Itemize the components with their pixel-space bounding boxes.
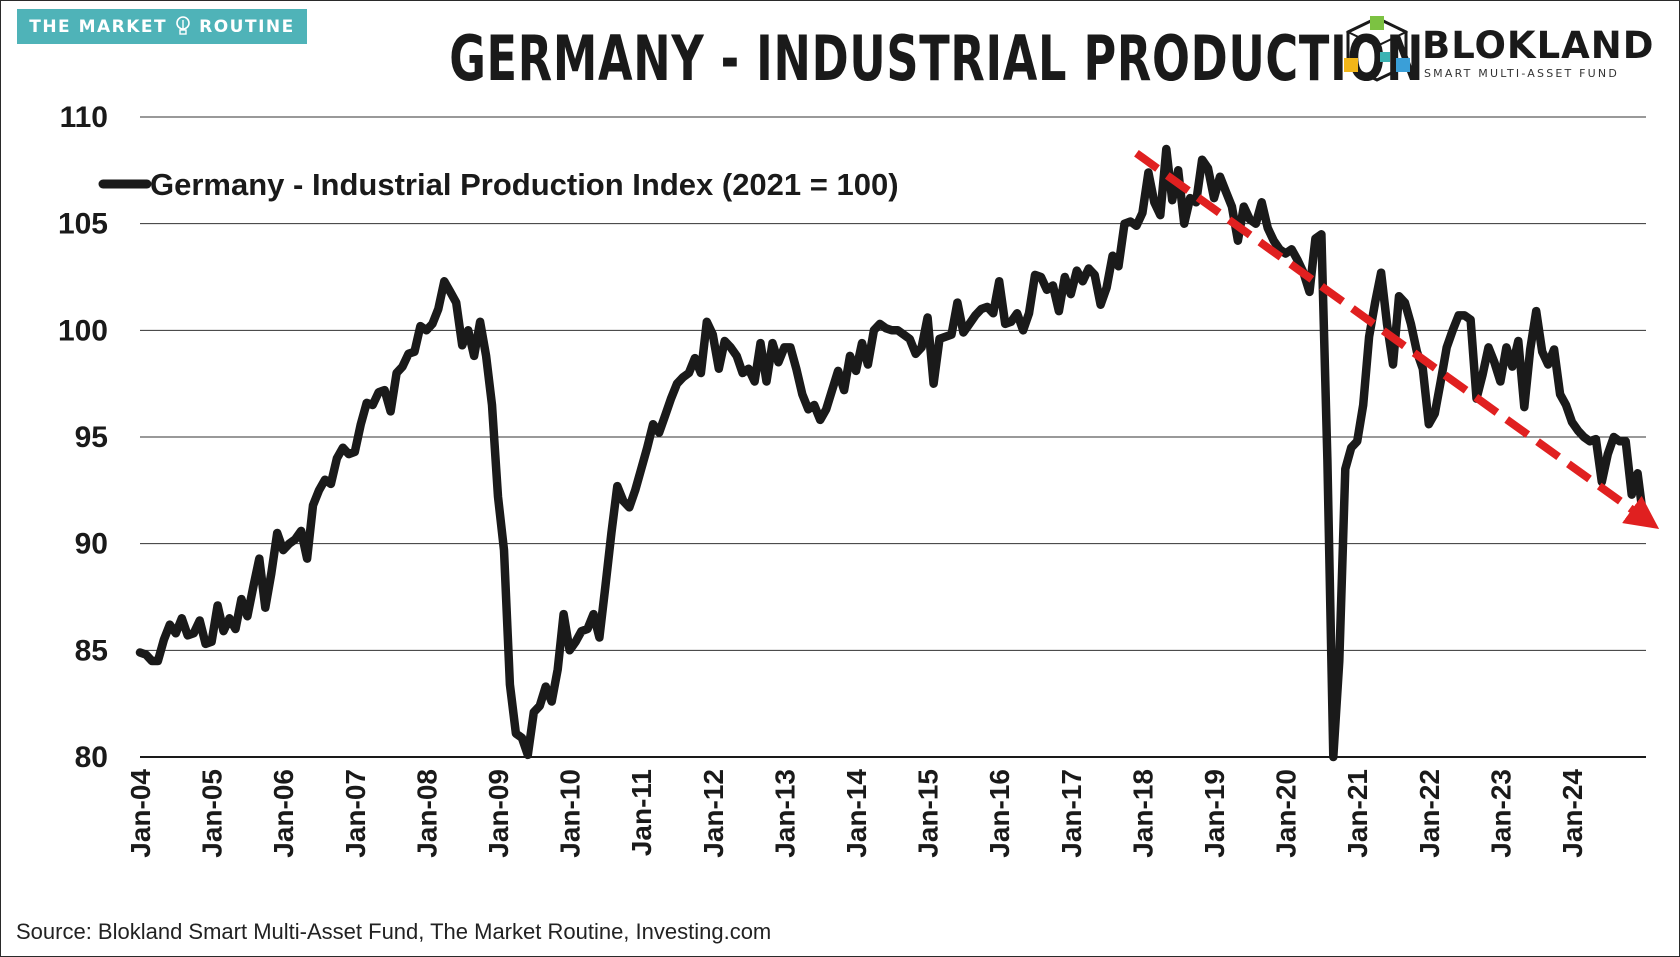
source-note: Source: Blokland Smart Multi-Asset Fund,… [16, 919, 772, 944]
brand-left-text-b: ROUTINE [199, 16, 295, 37]
x-tick-label: Jan-17 [1056, 769, 1087, 858]
trend-arrow [1134, 150, 1660, 530]
blokland-subtitle: SMART MULTI-ASSET FUND [1424, 67, 1620, 80]
x-tick-label: Jan-13 [769, 769, 800, 858]
y-tick-label: 85 [75, 634, 108, 667]
x-tick-label: Jan-06 [268, 769, 299, 858]
x-tick-label: Jan-21 [1342, 769, 1373, 858]
y-tick-label: 95 [75, 421, 108, 454]
x-tick-label: Jan-07 [340, 769, 371, 858]
y-tick-label: 100 [58, 314, 108, 347]
y-tick-label: 90 [75, 528, 108, 561]
x-tick-label: Jan-23 [1485, 769, 1516, 858]
x-tick-label: Jan-18 [1127, 769, 1158, 858]
blokland-logo: BLOKLAND SMART MULTI-ASSET FUND [1340, 10, 1670, 90]
x-tick-label: Jan-22 [1414, 769, 1445, 858]
cubes-logo-icon [1344, 16, 1410, 82]
brand-left-text-a: THE MARKET [29, 16, 168, 37]
x-tick-label: Jan-10 [555, 769, 586, 858]
x-tick-label: Jan-14 [841, 769, 872, 858]
x-tick-label: Jan-11 [626, 769, 657, 856]
x-tick-label: Jan-16 [984, 769, 1015, 858]
y-tick-label: 80 [75, 741, 108, 774]
x-tick-label: Jan-15 [913, 769, 944, 858]
series-line [135, 144, 1648, 762]
x-tick-label: Jan-19 [1199, 769, 1230, 858]
y-tick-label: 105 [58, 208, 108, 241]
blokland-name: BLOKLAND [1422, 24, 1655, 67]
x-tick-label: Jan-12 [698, 769, 729, 858]
x-tick-label: Jan-24 [1557, 769, 1588, 858]
x-tick-label: Jan-04 [125, 769, 156, 858]
legend-label: Germany - Industrial Production Index (2… [150, 167, 899, 202]
market-routine-badge: THE MARKET ROUTINE [17, 9, 307, 44]
y-tick-label: 110 [60, 101, 108, 134]
x-tick-label: Jan-08 [411, 769, 442, 858]
x-tick-label: Jan-20 [1271, 769, 1302, 858]
x-tick-label: Jan-05 [197, 769, 228, 858]
x-tick-label: Jan-09 [483, 769, 514, 858]
lightbulb-icon [176, 15, 190, 35]
